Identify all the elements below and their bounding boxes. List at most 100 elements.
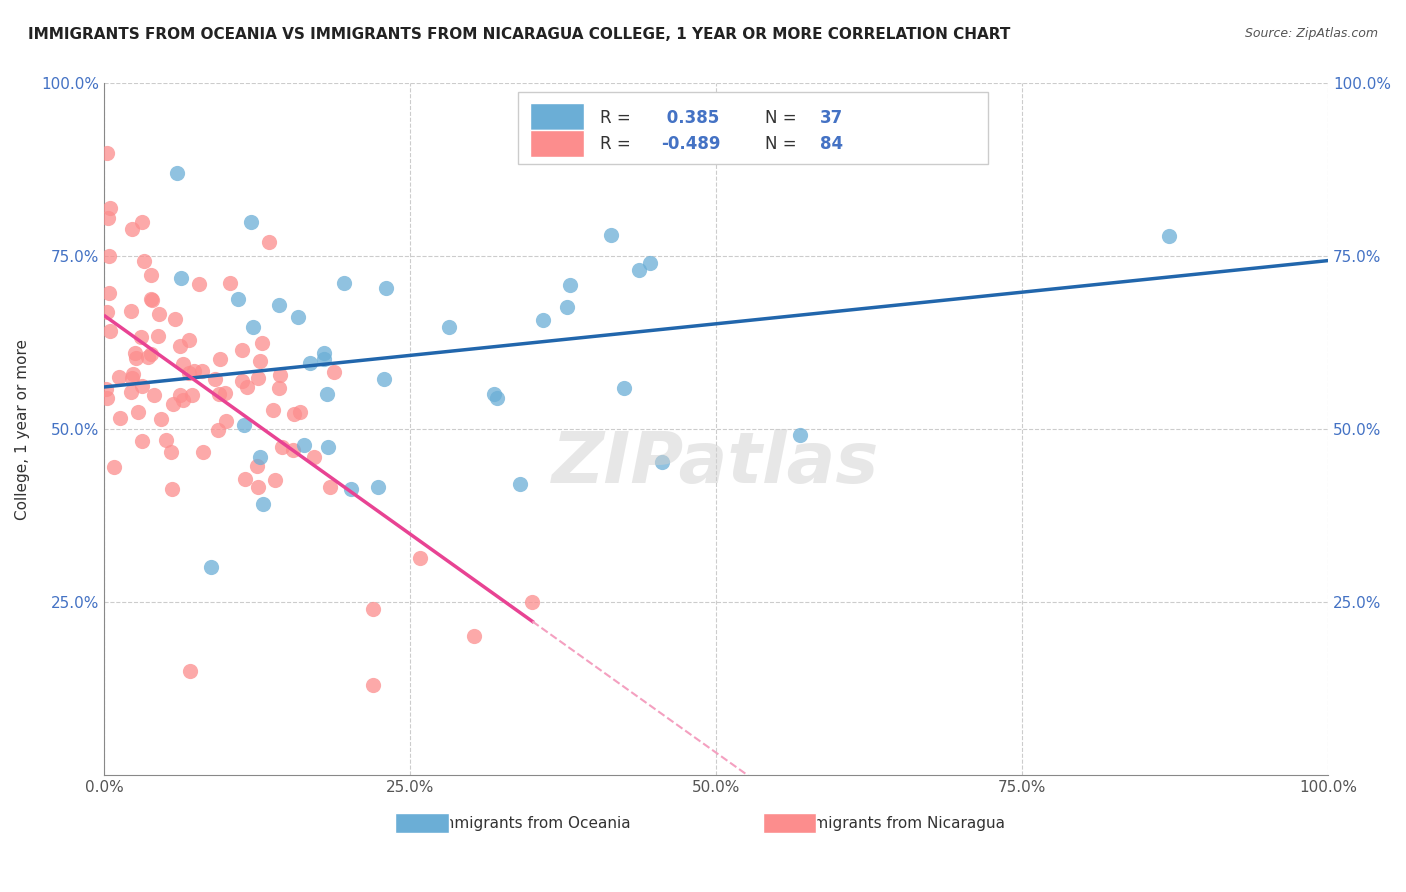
Point <box>373 371 395 385</box>
Point <box>131 379 153 393</box>
Point <box>252 497 274 511</box>
Point <box>191 445 214 459</box>
Point <box>121 371 143 385</box>
Point <box>267 381 290 395</box>
Point <box>120 304 142 318</box>
Text: N =: N = <box>765 109 801 127</box>
Point <box>121 222 143 236</box>
Point <box>103 460 125 475</box>
Text: R =: R = <box>600 136 636 153</box>
Point <box>163 312 186 326</box>
Point <box>191 364 214 378</box>
Point <box>789 428 811 442</box>
Point <box>257 235 280 249</box>
Point <box>131 215 153 229</box>
Point <box>162 397 184 411</box>
Point <box>600 227 623 242</box>
Point <box>96 391 118 405</box>
Point <box>141 293 163 307</box>
Point <box>246 458 269 473</box>
Point <box>1157 228 1180 243</box>
Point <box>179 366 201 380</box>
Point <box>463 630 485 644</box>
Point <box>138 350 160 364</box>
Point <box>148 307 170 321</box>
Point <box>160 483 183 497</box>
Point <box>482 387 505 401</box>
Text: Immigrants from Nicaragua: Immigrants from Nicaragua <box>794 815 1005 830</box>
Point <box>218 276 240 290</box>
Text: Immigrants from Oceania: Immigrants from Oceania <box>434 815 630 830</box>
Point <box>374 281 396 295</box>
Point <box>485 391 508 405</box>
Point <box>172 393 194 408</box>
Point <box>287 310 309 325</box>
Point <box>226 293 249 307</box>
Point <box>252 335 274 350</box>
Text: 0.385: 0.385 <box>661 109 720 127</box>
Point <box>98 324 121 338</box>
Point <box>640 256 662 270</box>
Text: N =: N = <box>765 136 801 153</box>
Point <box>522 595 544 609</box>
Point <box>139 347 162 361</box>
Point <box>231 375 253 389</box>
Point <box>96 305 118 319</box>
Point <box>169 339 191 353</box>
Point <box>183 364 205 378</box>
Point <box>207 423 229 437</box>
Point <box>437 319 460 334</box>
Point <box>555 300 578 314</box>
Point <box>281 442 304 457</box>
Point <box>120 384 142 399</box>
Point <box>98 249 121 263</box>
Point <box>361 678 384 692</box>
Point <box>332 276 354 290</box>
Point <box>235 472 257 486</box>
Point <box>215 414 238 428</box>
Point <box>179 664 201 678</box>
Point <box>236 380 259 394</box>
FancyBboxPatch shape <box>517 93 988 164</box>
Point <box>316 440 339 454</box>
Point <box>131 434 153 448</box>
FancyBboxPatch shape <box>395 813 449 833</box>
Point <box>108 411 131 425</box>
Point <box>299 356 322 370</box>
Point <box>172 357 194 371</box>
Point <box>271 440 294 454</box>
FancyBboxPatch shape <box>530 130 583 157</box>
Point <box>132 254 155 268</box>
Point <box>247 370 270 384</box>
Point <box>613 381 636 395</box>
Point <box>288 405 311 419</box>
Point <box>319 480 342 494</box>
Point <box>249 450 271 465</box>
Point <box>603 111 626 125</box>
Point <box>246 480 269 494</box>
Point <box>509 477 531 491</box>
Point <box>340 482 363 496</box>
Point <box>323 365 346 379</box>
Point <box>304 450 326 464</box>
Point <box>121 368 143 382</box>
Point <box>96 145 118 160</box>
Point <box>127 404 149 418</box>
Point <box>239 215 262 229</box>
Point <box>269 368 291 382</box>
Point <box>125 351 148 365</box>
Point <box>292 438 315 452</box>
Point <box>142 388 165 402</box>
Point <box>214 386 236 401</box>
Point <box>169 388 191 402</box>
Point <box>187 277 209 292</box>
Point <box>242 319 264 334</box>
FancyBboxPatch shape <box>762 813 817 833</box>
Point <box>141 293 163 307</box>
Point <box>316 387 339 401</box>
Point <box>264 473 287 487</box>
Point <box>209 352 232 367</box>
Point <box>124 346 146 360</box>
Point <box>131 329 153 343</box>
Point <box>361 602 384 616</box>
